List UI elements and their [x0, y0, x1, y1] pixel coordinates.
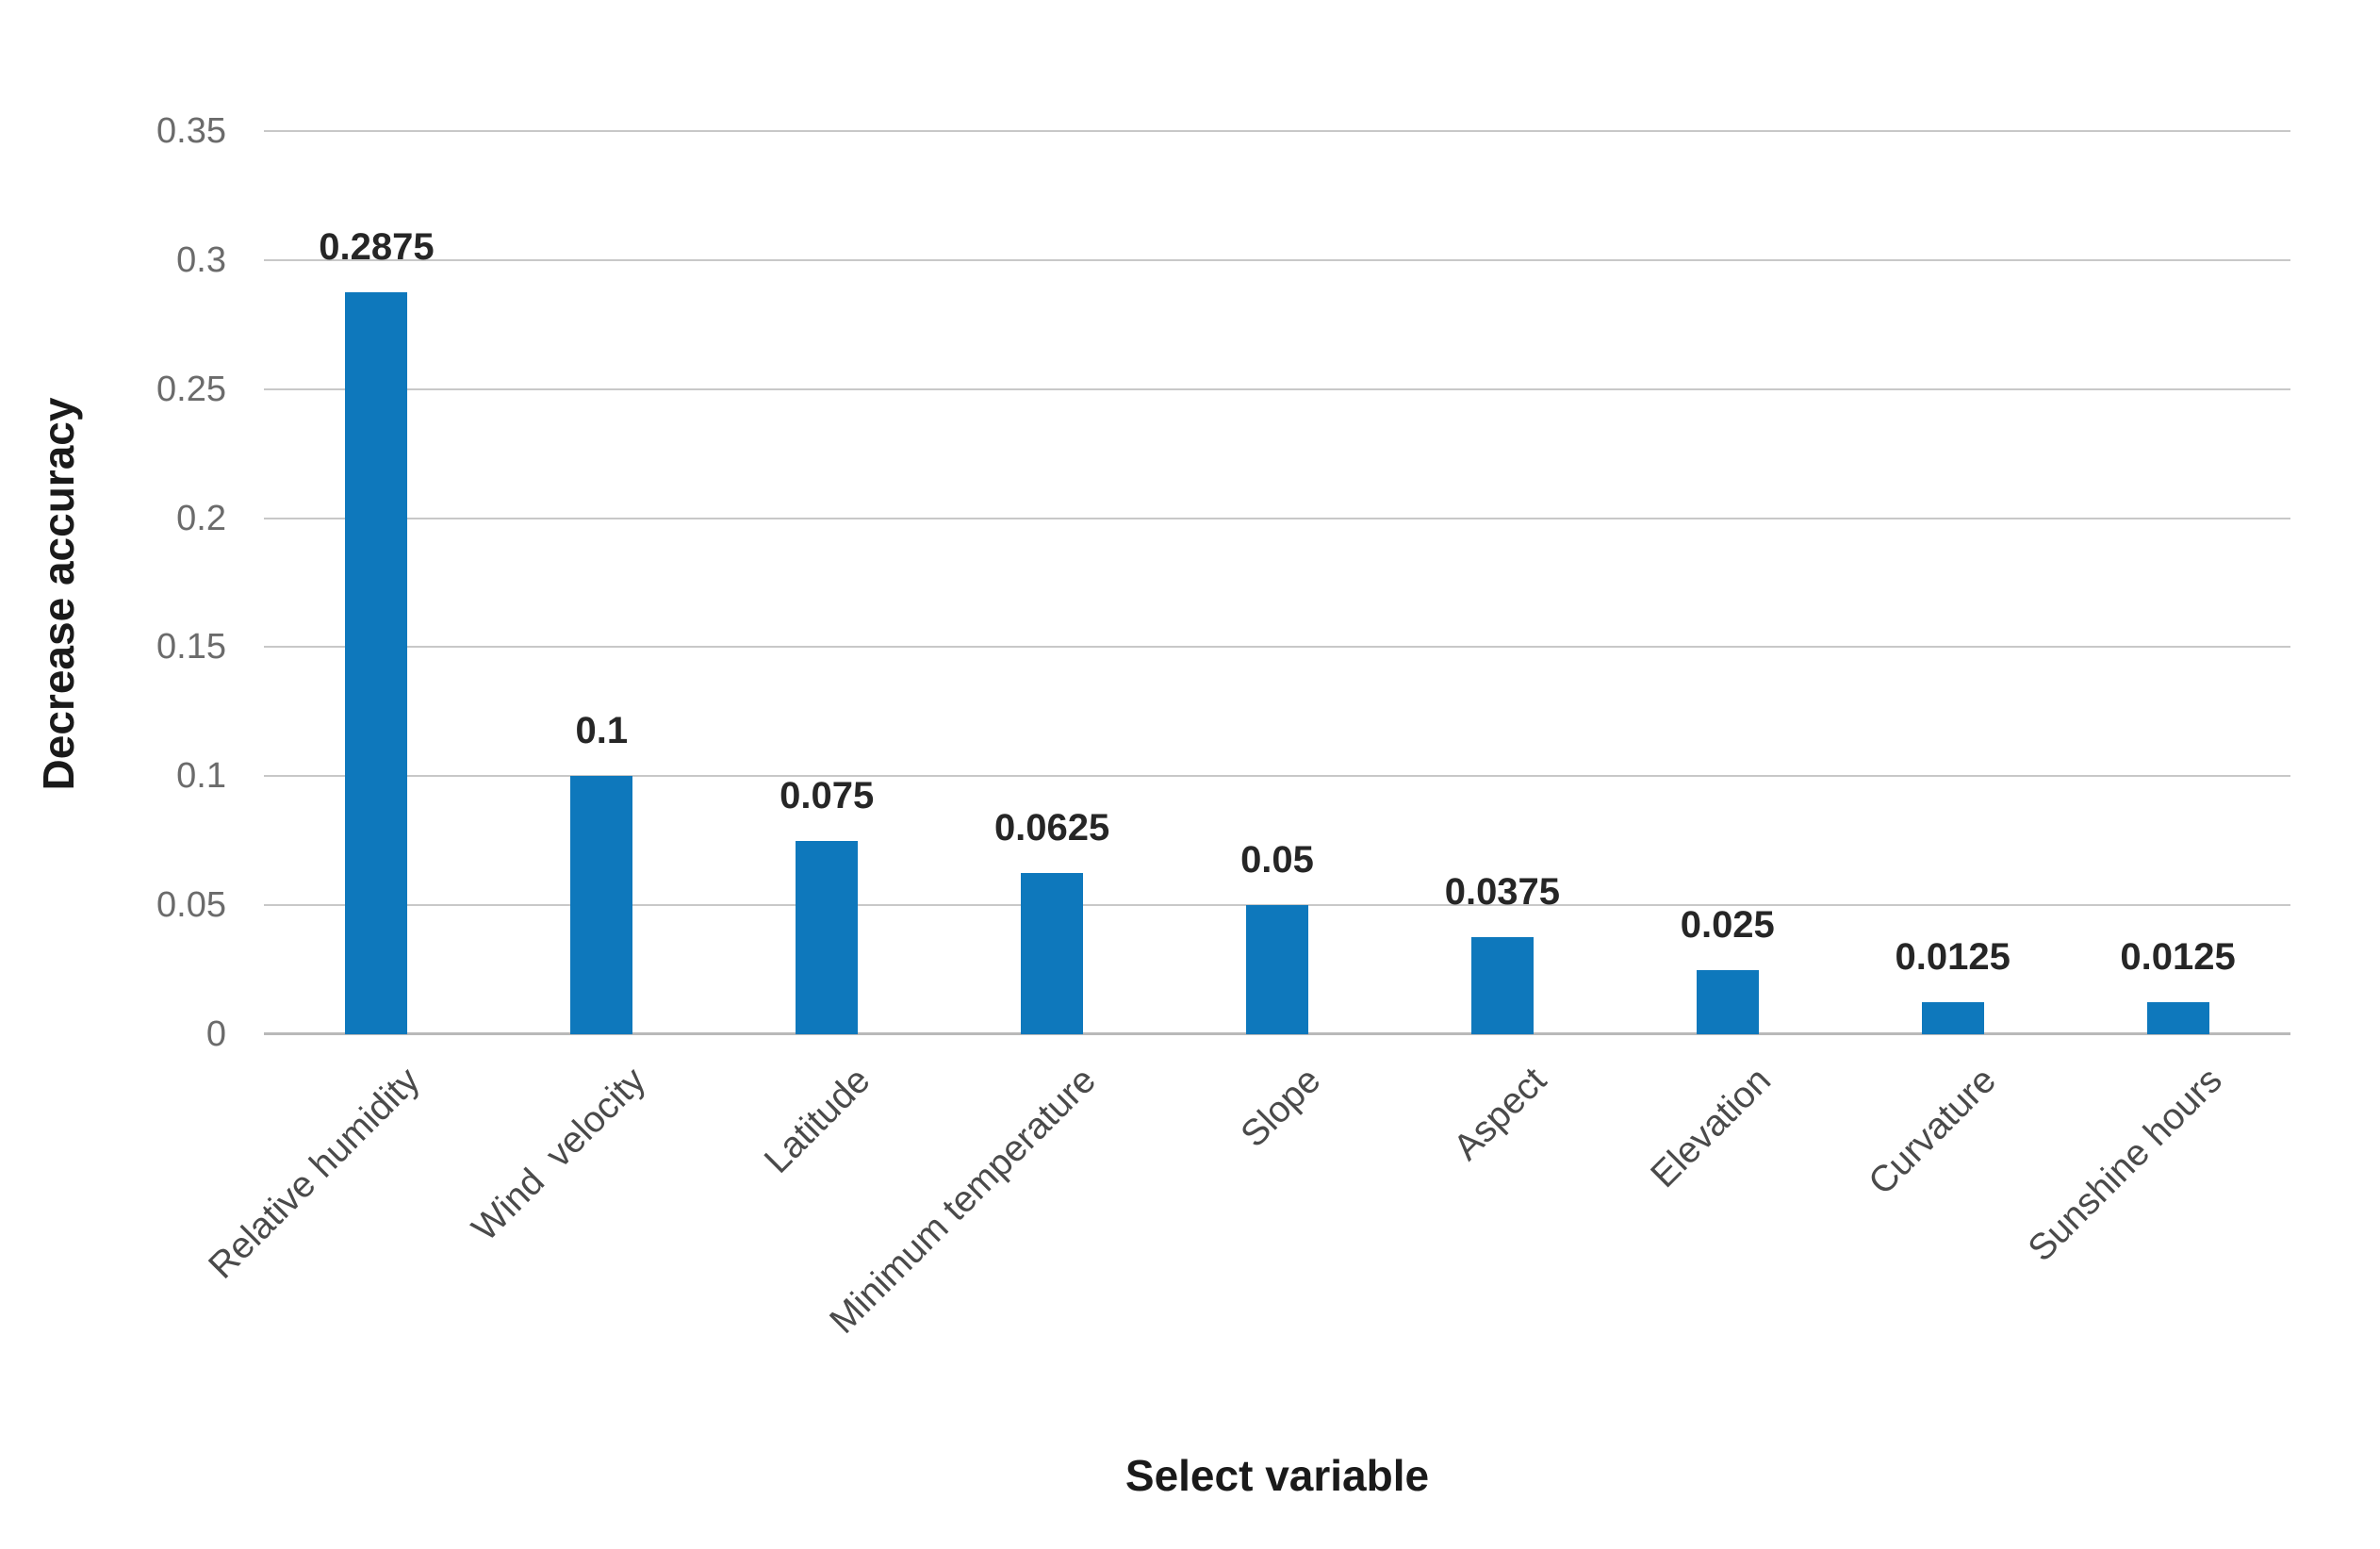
- y-gridline: [264, 130, 2290, 132]
- y-gridline: [264, 646, 2290, 649]
- bar: [1696, 969, 1759, 1034]
- x-axis-title: Select variable: [1124, 1451, 1430, 1500]
- y-tick-label: 0.1: [176, 756, 226, 797]
- bar: [796, 840, 859, 1034]
- bar-value-label: 0.025: [1680, 903, 1775, 946]
- y-tick-label: 0.15: [156, 627, 226, 667]
- x-tick-label: Curvature: [1861, 1060, 2005, 1203]
- plot-area: 0.2875 0.1 0.075 0.0625 0.05 0.0375 0.025 0.012…: [264, 130, 2290, 1035]
- y-axis-title-text: Decrease accuracy: [34, 397, 83, 791]
- bar: [1246, 905, 1308, 1034]
- bar-value-label: 0.1: [575, 710, 629, 752]
- bar: [345, 292, 408, 1034]
- bar-value-label: 0.2875: [319, 226, 435, 269]
- bar-value-label: 0.0375: [1444, 871, 1561, 914]
- x-tick-label: Slope: [1233, 1060, 1329, 1156]
- bar-value-label: 0.05: [1240, 839, 1314, 882]
- y-tick-label: 0.25: [156, 369, 226, 409]
- bar-value-label: 0.0625: [993, 806, 1110, 849]
- bar: [1470, 937, 1534, 1034]
- x-tick-label: Aspect: [1445, 1060, 1554, 1169]
- x-tick-label: Elevation: [1643, 1060, 1780, 1196]
- bar: [1921, 1001, 1984, 1034]
- bar: [570, 776, 633, 1034]
- y-tick-label: 0.35: [156, 111, 226, 151]
- x-tick-label: Sunshine hours: [2020, 1060, 2230, 1270]
- y-gridline: [264, 775, 2290, 778]
- x-tick-label: Latitude: [757, 1060, 878, 1181]
- bar-value-label: 0.075: [780, 774, 875, 816]
- bar-value-label: 0.0125: [1895, 935, 2011, 978]
- y-gridline: [264, 387, 2290, 390]
- x-tick-label: Relative humidity: [201, 1060, 429, 1287]
- y-tick-label: 0: [205, 1014, 226, 1054]
- y-tick-label: 0.3: [176, 239, 226, 280]
- bar-value-label: 0.0125: [2120, 935, 2236, 978]
- x-tick-label: Minimum temperature: [822, 1060, 1104, 1342]
- y-gridline: [264, 517, 2290, 519]
- x-tick-label: Wind velocity: [464, 1060, 654, 1249]
- bar: [1021, 872, 1084, 1034]
- y-tick-label: 0.2: [176, 498, 226, 538]
- bar: [2146, 1001, 2209, 1034]
- y-gridline: [264, 258, 2290, 261]
- y-tick-label: 0.05: [156, 885, 226, 926]
